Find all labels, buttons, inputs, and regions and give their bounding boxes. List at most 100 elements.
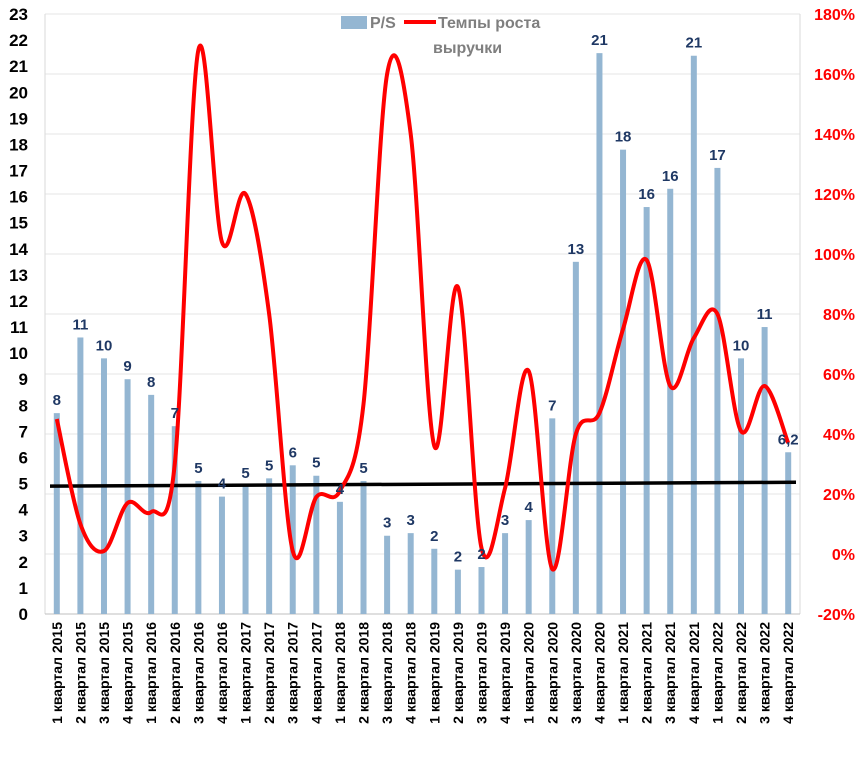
x-tick-label: 3 квартал 2021	[662, 622, 678, 724]
legend-bar-swatch	[341, 16, 367, 29]
y-right-tick-label: 60%	[823, 367, 855, 384]
data-label: 3	[383, 515, 391, 532]
data-label: 13	[568, 241, 585, 258]
x-tick-label: 1 квартал 2019	[426, 622, 442, 724]
x-tick-label: 1 квартал 2018	[332, 622, 348, 724]
x-tick-label: 1 квартал 2017	[238, 622, 254, 724]
x-tick-label: 4 квартал 2015	[120, 622, 136, 724]
bar	[478, 567, 485, 614]
data-label: 9	[123, 358, 131, 375]
y-left-tick-label: 21	[9, 57, 28, 76]
bar	[218, 496, 225, 614]
y-left-tick-label: 2	[19, 553, 28, 572]
x-tick-label: 2 квартал 2017	[261, 622, 277, 724]
data-label: 5	[359, 460, 367, 477]
y-right-tick-label: 140%	[814, 127, 855, 144]
data-label: 18	[615, 129, 632, 146]
x-tick-label: 2 квартал 2016	[167, 622, 183, 724]
bar	[407, 533, 414, 614]
y-left-tick-label: 1	[19, 579, 28, 598]
reference-line	[49, 480, 797, 488]
data-label: 2	[454, 549, 462, 566]
data-label: 5	[265, 457, 273, 474]
legend-line-label: Темпы роста	[438, 15, 540, 32]
x-tick-label: 2 квартал 2021	[639, 622, 655, 724]
x-tick-label: 2 квартал 2015	[72, 622, 88, 724]
data-label: 3	[407, 512, 415, 529]
x-tick-label: 1 квартал 2020	[521, 622, 537, 724]
data-label: 8	[147, 374, 155, 391]
bar	[242, 486, 249, 614]
x-tick-label: 4 квартал 2021	[686, 622, 702, 724]
y-right-tick-label: 20%	[823, 487, 855, 504]
y-left-tick-label: 14	[9, 240, 28, 259]
data-label: 21	[685, 35, 702, 52]
data-label: 4	[336, 481, 345, 498]
y-left-tick-label: 5	[19, 475, 28, 494]
y-left-tick-label: 4	[19, 501, 29, 520]
data-label: 5	[194, 460, 202, 477]
bar	[313, 475, 320, 614]
bar	[289, 465, 296, 614]
legend: P/S Темпы роста выручки	[341, 15, 540, 57]
y-left-tick-label: 15	[9, 214, 28, 233]
data-label: 17	[709, 147, 726, 164]
data-label: 10	[733, 337, 750, 354]
y-right-tick-label: 0%	[832, 547, 855, 564]
data-label: 5	[312, 455, 320, 472]
x-tick-label: 3 квартал 2019	[473, 622, 489, 724]
bar	[549, 418, 556, 614]
bar	[761, 327, 768, 614]
data-label: 11	[72, 316, 88, 333]
y-right-tick-label: -20%	[818, 607, 855, 624]
x-axis: 1 квартал 2015 2 квартал 2015 3 квартал 20…	[49, 622, 796, 724]
x-tick-label: 3 квартал 2018	[379, 622, 395, 724]
legend-line-label-cont: выручки	[433, 40, 502, 57]
y-left-tick-label: 8	[19, 396, 28, 415]
x-tick-label: 1 квартал 2015	[49, 622, 65, 724]
line-series	[54, 43, 791, 572]
bar	[525, 520, 532, 614]
data-label: 8	[53, 392, 61, 409]
y-left-tick-label: 13	[9, 266, 28, 285]
bar	[266, 478, 273, 614]
data-label: 7	[548, 397, 556, 414]
y-left-tick-label: 6	[19, 448, 28, 467]
y-right-tick-label: 40%	[823, 427, 855, 444]
data-label: 4	[525, 499, 534, 516]
y-left-tick-label: 10	[9, 344, 28, 363]
bar	[738, 358, 745, 614]
bar	[195, 480, 202, 614]
x-tick-label: 1 квартал 2021	[615, 622, 631, 724]
bar	[53, 413, 60, 614]
bar	[171, 426, 178, 614]
y-right-tick-label: 180%	[814, 7, 855, 24]
data-label: 16	[662, 168, 679, 185]
x-tick-label: 3 квартал 2015	[96, 622, 112, 724]
x-tick-label: 2 квартал 2018	[356, 622, 372, 724]
data-label: 10	[96, 337, 113, 354]
bar	[643, 207, 650, 615]
y-left-tick-label: 12	[9, 292, 28, 311]
y-right-tick-label: 160%	[814, 67, 855, 84]
x-tick-label: 1 квартал 2016	[143, 622, 159, 724]
x-tick-label: 2 квартал 2019	[450, 622, 466, 724]
bar	[336, 501, 343, 614]
data-label: 11	[757, 306, 773, 323]
x-tick-label: 2 квартал 2022	[733, 622, 749, 724]
x-tick-label: 3 квартал 2017	[285, 622, 301, 724]
y-left-tick-label: 16	[9, 188, 28, 207]
y-left-tick-label: 7	[19, 422, 28, 441]
bar	[384, 535, 391, 614]
x-tick-label: 4 квартал 2020	[591, 622, 607, 724]
x-tick-label: 4 квартал 2018	[403, 622, 419, 724]
x-tick-label: 1 квартал 2022	[709, 622, 725, 724]
bar	[502, 533, 509, 614]
x-tick-label: 3 квартал 2020	[568, 622, 584, 724]
bar	[148, 394, 155, 614]
bar	[785, 452, 792, 614]
bar	[454, 569, 461, 614]
